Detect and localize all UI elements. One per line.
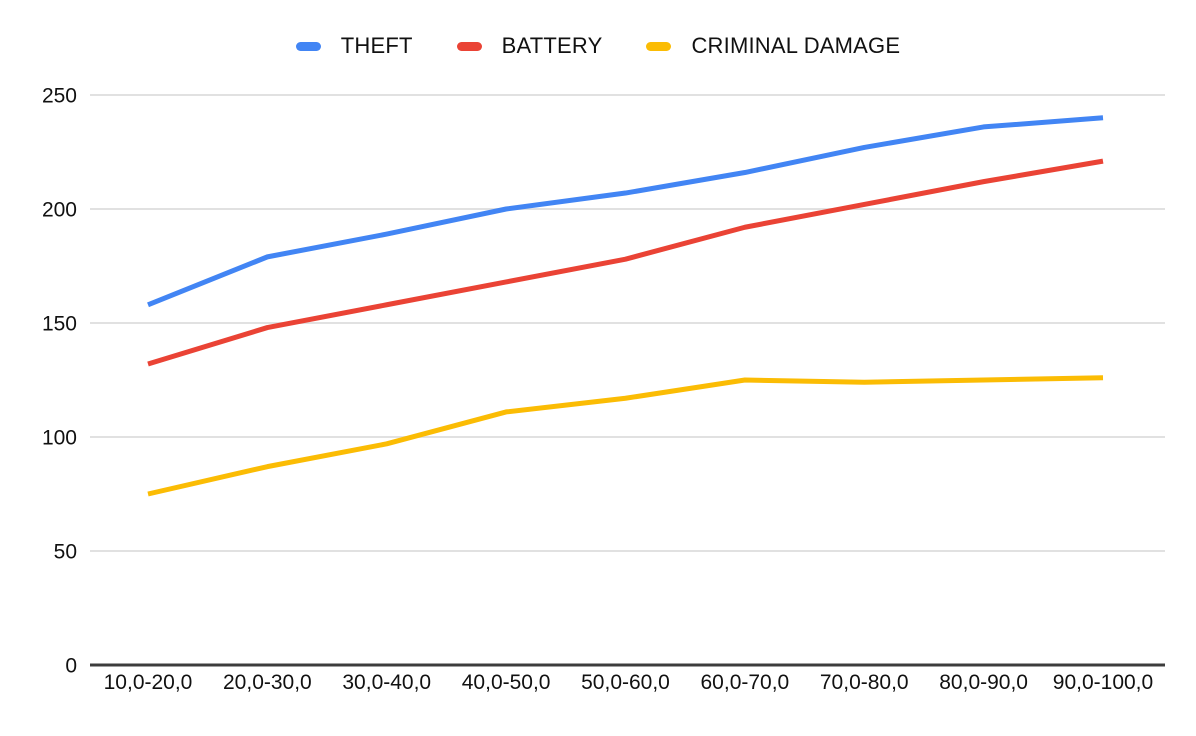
legend-swatch-criminal-damage	[646, 41, 672, 51]
y-tick-label-200: 200	[42, 199, 77, 222]
x-axis-label-70-0-80-0: 70,0-80,0	[820, 671, 909, 694]
series-line-theft	[147, 115, 1104, 308]
legend-swatch-battery	[456, 41, 482, 51]
y-tick-label-50: 50	[54, 541, 77, 564]
legend-item-criminal-damage[interactable]: CRIMINAL DAMAGE	[646, 33, 900, 59]
series-line-criminal-damage	[147, 375, 1104, 497]
x-axis-label-20-0-30-0: 20,0-30,0	[223, 671, 312, 694]
y-tick-label-0: 0	[65, 655, 77, 678]
legend-label-criminal-damage: CRIMINAL DAMAGE	[691, 33, 901, 58]
legend-label-theft: THEFT	[340, 33, 413, 58]
x-axis-label-80-0-90-0: 80,0-90,0	[939, 671, 1028, 694]
x-axis-label-60-0-70-0: 60,0-70,0	[701, 671, 790, 694]
legend-swatch-theft	[295, 41, 321, 51]
legend-label-battery: BATTERY	[501, 33, 603, 58]
x-axis-label-90-0-100-0: 90,0-100,0	[1053, 671, 1153, 694]
y-tick-label-250: 250	[42, 85, 77, 108]
x-axis-label-50-0-60-0: 50,0-60,0	[581, 671, 670, 694]
y-tick-label-100: 100	[42, 427, 77, 450]
legend-item-battery[interactable]: BATTERY	[456, 33, 603, 59]
legend-item-theft[interactable]: THEFT	[295, 33, 413, 59]
x-axis-label-30-0-40-0: 30,0-40,0	[342, 671, 431, 694]
y-tick-label-150: 150	[42, 313, 77, 336]
x-axis-label-10-0-20-0: 10,0-20,0	[104, 671, 193, 694]
chart-legend: THEFT BATTERY CRIMINAL DAMAGE	[0, 33, 1196, 59]
series-line-battery	[147, 158, 1104, 367]
x-axis-label-40-0-50-0: 40,0-50,0	[462, 671, 551, 694]
